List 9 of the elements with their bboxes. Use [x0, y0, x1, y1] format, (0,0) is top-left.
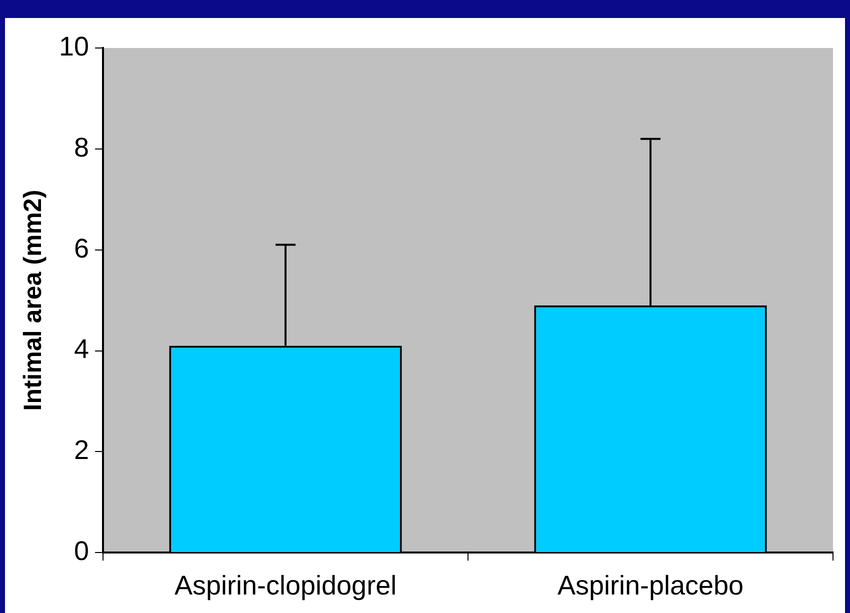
y-tick-label: 2	[74, 435, 90, 466]
y-tick-label: 4	[74, 334, 90, 364]
y-tick-label: 8	[74, 132, 90, 162]
y-axis-title: Intimal area (mm2)	[18, 190, 47, 411]
y-tick-label: 6	[74, 233, 90, 264]
x-tick-label: Aspirin-clopidogrel	[174, 570, 397, 600]
y-tick-label: 0	[74, 536, 90, 566]
x-tick-label: Aspirin-placebo	[557, 570, 744, 600]
y-tick-label: 10	[58, 31, 90, 62]
